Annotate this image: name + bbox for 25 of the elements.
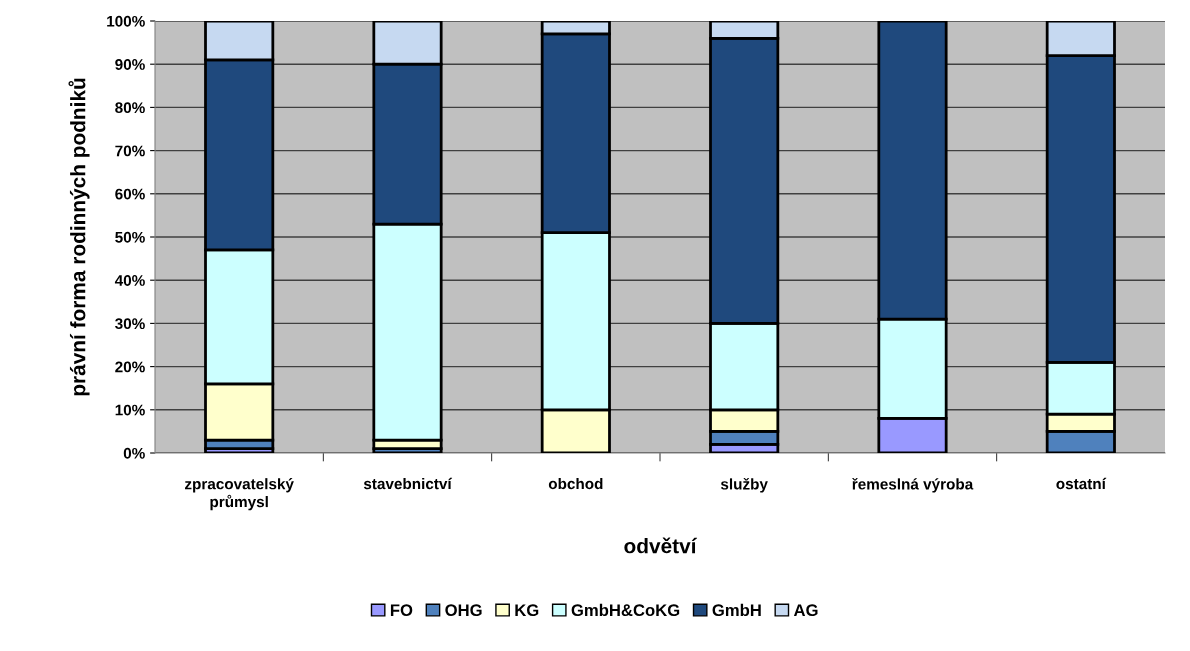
y-tick-label: 20%: [115, 361, 145, 373]
x-tick-label: zpracovatelský průmysl: [185, 478, 294, 511]
y-tick-label: 50%: [115, 231, 145, 243]
y-axis-title: právní forma rodinných podniků: [68, 78, 90, 396]
y-tick-label: 80%: [115, 102, 145, 114]
y-tick-label: 0%: [123, 447, 145, 459]
x-axis-title: odvětví: [624, 537, 698, 554]
legend-label: KG: [515, 604, 539, 617]
x-tick-label: ostatní: [1056, 477, 1107, 490]
x-tick-label: služby: [720, 478, 768, 493]
y-tick-label: 30%: [115, 318, 145, 330]
x-tick-label: obchod: [548, 478, 603, 490]
y-tick-label: 100%: [107, 15, 145, 27]
y-tick-label: 90%: [115, 59, 145, 70]
x-tick-label: řemeslná výroba: [852, 478, 974, 493]
y-tick-label: 70%: [115, 145, 145, 157]
y-tick-label: 10%: [115, 404, 145, 416]
x-tick-label: stavebnictví: [363, 477, 453, 490]
y-tick-label: 40%: [114, 275, 145, 286]
legend-label: FO: [390, 604, 413, 617]
legend-label: OHG: [445, 604, 482, 617]
legend-label: GmbH&CoKG: [571, 603, 680, 617]
legend-label: GmbH: [712, 603, 761, 617]
y-tick-label: 60%: [115, 188, 145, 200]
legend-label: AG: [793, 604, 818, 617]
